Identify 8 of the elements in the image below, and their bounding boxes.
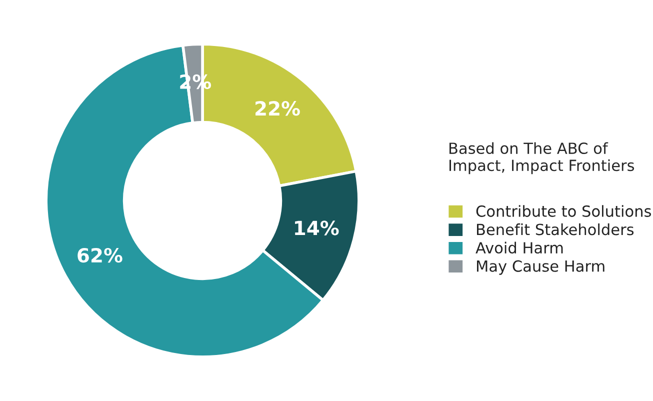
legend-title: Based on The ABC of Impact, Impact Frontiers xyxy=(449,142,634,174)
data-label: 14% xyxy=(295,220,339,236)
legend-label: Benefit Stakeholders xyxy=(476,223,634,236)
legend-label: May Cause Harm xyxy=(476,260,604,275)
legend-label: Avoid Harm xyxy=(476,242,563,254)
data-label: 62% xyxy=(78,248,122,263)
legend-label: Contribute to Solutions xyxy=(476,205,651,217)
data-label: 22% xyxy=(256,101,300,116)
